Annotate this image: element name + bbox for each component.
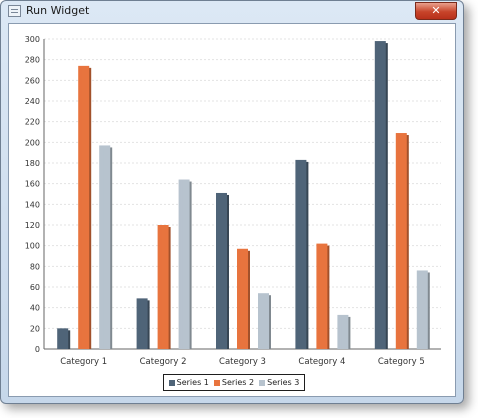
- chart-area: 0 20 40 60 80 100 120 140 160 180 200 220 240 260 280 3…: [8, 23, 456, 397]
- y-tick-label: 20: [30, 324, 40, 333]
- y-tick-label: 180: [25, 159, 40, 168]
- y-tick-label: 120: [25, 221, 40, 230]
- legend-label-series-3: Series 3: [267, 378, 300, 387]
- title-bar[interactable]: Run Widget ✕: [1, 1, 463, 21]
- legend-swatch-series-3: [259, 379, 266, 386]
- x-tick-label: Category 1: [60, 357, 107, 367]
- y-tick-label: 60: [30, 283, 40, 292]
- y-tick-label: 280: [25, 56, 40, 65]
- y-tick-label: 40: [30, 304, 40, 313]
- bar-1-series-1: [57, 328, 69, 349]
- bar-highlight: [297, 160, 300, 349]
- run-widget-window: Run Widget ✕ 0 20 40 60 80 100 120 140 160 180 200…: [0, 0, 464, 404]
- app-window-icon: [8, 5, 21, 17]
- bar-2-series-1: [136, 298, 148, 349]
- bar-4-series-1: [295, 159, 307, 349]
- window-title: Run Widget: [26, 4, 90, 17]
- bar-highlight: [318, 244, 321, 349]
- bar-3-series-1: [216, 192, 227, 349]
- bar-4-series-2: [316, 243, 328, 349]
- close-button[interactable]: ✕: [415, 2, 457, 20]
- bar-highlight: [339, 315, 342, 349]
- bar-4-series-3: [337, 314, 349, 349]
- bar-2-series-3: [178, 179, 190, 349]
- legend-label-series-2: Series 2: [221, 378, 255, 387]
- legend-item-series-2: Series 2: [213, 378, 255, 387]
- y-tick-label: 240: [25, 97, 40, 106]
- bar-highlight: [397, 134, 400, 349]
- bar-highlight: [418, 271, 421, 349]
- bar-3-series-2: [237, 248, 248, 349]
- y-tick-label: 300: [25, 35, 40, 44]
- y-tick-label: 140: [25, 200, 40, 209]
- legend-label-series-1: Series 1: [176, 378, 209, 387]
- y-tick-label: 0: [35, 345, 40, 354]
- bar-highlight: [376, 42, 379, 350]
- y-tick-label: 160: [25, 180, 40, 189]
- legend-item-series-3: Series 3: [259, 378, 299, 387]
- bar-highlight: [218, 193, 220, 349]
- bar-1-series-3: [99, 145, 111, 349]
- bar-highlight: [101, 146, 104, 349]
- y-tick-label: 220: [25, 118, 40, 127]
- bar-highlight: [260, 294, 262, 349]
- legend-swatch-series-1: [168, 379, 175, 386]
- y-tick-label: 260: [25, 76, 40, 85]
- x-tick-label: Category 4: [298, 357, 345, 367]
- bar-highlight: [180, 180, 183, 349]
- bar-5-series-2: [395, 133, 407, 349]
- y-tick-label: 200: [25, 138, 40, 147]
- bar-highlight: [239, 249, 241, 349]
- bar-2-series-2: [157, 225, 169, 349]
- chart-legend: Series 1 Series 2 Series 3: [163, 374, 305, 391]
- y-tick-label: 80: [30, 262, 40, 271]
- bar-highlight: [59, 329, 62, 349]
- bar-highlight: [80, 66, 83, 349]
- bar-5-series-3: [416, 270, 428, 349]
- legend-item-series-1: Series 1: [168, 378, 209, 387]
- y-tick-label: 100: [25, 242, 40, 251]
- bar-highlight: [159, 226, 162, 349]
- x-tick-label: Category 3: [219, 357, 266, 367]
- bar-1-series-2: [78, 65, 90, 349]
- bar-chart: 0 20 40 60 80 100 120 140 160 180 200 220 240 260 280 3…: [25, 35, 441, 367]
- legend-swatch-series-2: [213, 379, 220, 386]
- close-icon: ✕: [431, 4, 441, 17]
- x-tick-label: Category 5: [378, 357, 425, 367]
- bar-3-series-3: [258, 293, 269, 349]
- bar-5-series-1: [374, 41, 386, 350]
- bar-highlight: [138, 299, 141, 349]
- x-tick-label: Category 2: [140, 357, 187, 367]
